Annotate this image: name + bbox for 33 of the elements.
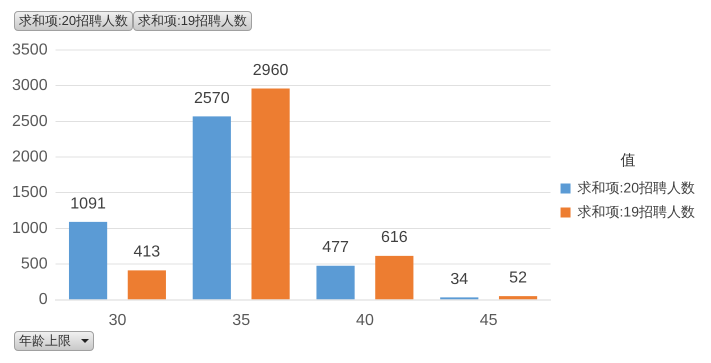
- bar: [316, 266, 355, 300]
- bar: [192, 116, 231, 300]
- bar: [68, 222, 108, 300]
- y-tick-label: 2000: [12, 148, 48, 166]
- data-label: 616: [380, 229, 408, 246]
- y-tick-label: 2500: [12, 112, 48, 130]
- data-label: 2960: [252, 62, 288, 79]
- bar: [498, 296, 538, 300]
- data-label: 413: [134, 244, 160, 261]
- legend-label: 求和项:20招聘人数: [578, 179, 696, 196]
- y-tick-label: 0: [38, 291, 48, 308]
- bar: [375, 256, 414, 300]
- field-button: 求和项:19招聘人数: [133, 11, 252, 31]
- legend-title: 值: [620, 152, 636, 170]
- data-label: 1091: [70, 195, 106, 212]
- data-label: 34: [450, 270, 468, 288]
- y-tick-label: 1500: [12, 184, 48, 202]
- y-tick-label: 500: [20, 256, 48, 273]
- x-tick-label: 35: [232, 312, 250, 329]
- x-tick-label: 40: [356, 312, 374, 329]
- x-tick-label: 45: [480, 312, 498, 329]
- bar: [128, 270, 166, 300]
- data-label: 477: [322, 239, 349, 256]
- data-label: 52: [509, 269, 528, 286]
- bar: [251, 88, 290, 300]
- field-button: 求和项:20招聘人数: [14, 11, 134, 31]
- x-tick-label: 30: [108, 312, 126, 329]
- legend-label: 求和项:19招聘人数: [578, 203, 696, 220]
- y-tick-label: 1000: [12, 220, 48, 237]
- x-axis-title: 年龄上限: [19, 332, 71, 350]
- y-tick-label: 3000: [12, 77, 48, 94]
- y-tick-label: 3500: [12, 41, 48, 58]
- data-label: 2570: [194, 90, 230, 107]
